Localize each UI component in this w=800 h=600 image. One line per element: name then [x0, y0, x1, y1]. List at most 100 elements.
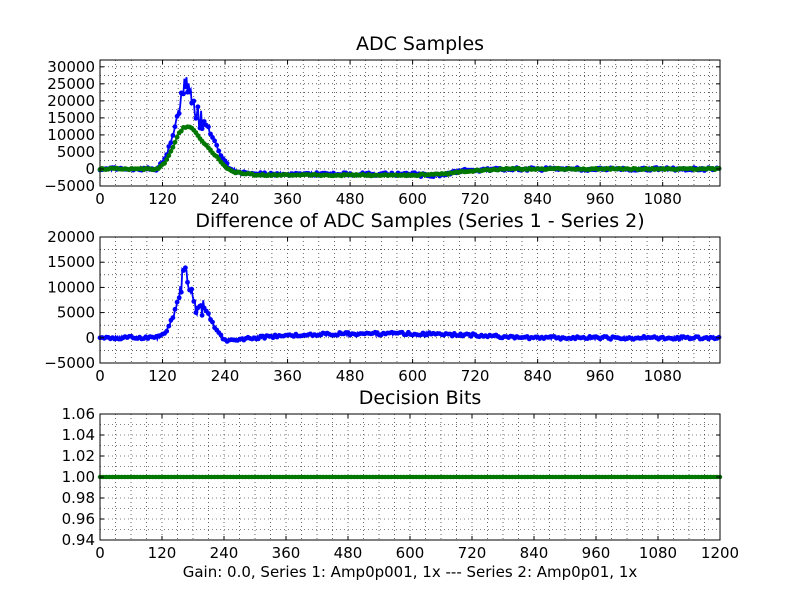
data-point	[212, 474, 217, 480]
x-tick-label: 960	[586, 190, 615, 208]
chart-title: Decision Bits	[359, 387, 482, 409]
data-point	[252, 474, 258, 480]
data-point	[243, 474, 248, 480]
plots: 0 120 240 360 480 600 720 840 960 1080−5000050001…	[44, 33, 739, 562]
data-point	[259, 474, 264, 480]
x-tick-label: 240	[210, 544, 239, 562]
data-point	[497, 474, 503, 480]
data-point	[162, 160, 168, 166]
data-point	[376, 474, 382, 480]
data-point	[187, 89, 193, 95]
y-tick-label: 0.96	[62, 510, 95, 528]
data-point	[469, 474, 475, 480]
data-point	[169, 474, 174, 480]
data-point	[448, 474, 453, 480]
data-point	[119, 474, 124, 480]
data-point	[191, 98, 197, 104]
data-point	[189, 286, 195, 292]
x-tick-label: 480	[336, 190, 365, 208]
data-point	[178, 474, 183, 480]
y-tick-label: 20000	[47, 228, 95, 246]
data-point	[572, 474, 577, 480]
data-point	[482, 474, 487, 480]
y-tick-label: 15000	[47, 253, 95, 271]
x-tick-label: 360	[272, 544, 301, 562]
x-tick-label: 840	[523, 190, 552, 208]
data-point	[345, 474, 351, 480]
x-tick-label: 1080	[644, 190, 682, 208]
data-point	[166, 144, 172, 149]
data-point	[193, 115, 199, 121]
x-tick-label: 840	[523, 367, 552, 385]
data-point	[550, 474, 555, 480]
data-point	[240, 474, 245, 480]
data-point	[147, 474, 152, 480]
data-point	[274, 474, 279, 480]
data-point	[107, 474, 112, 480]
data-point	[170, 144, 176, 150]
data-point	[544, 474, 549, 480]
data-point	[441, 474, 447, 480]
x-tick-label: 480	[334, 544, 363, 562]
data-point	[680, 474, 685, 480]
data-point	[398, 474, 403, 480]
data-point	[201, 119, 207, 124]
data-point	[522, 474, 527, 480]
x-tick-label: 120	[148, 544, 177, 562]
data-point	[652, 474, 658, 480]
y-tick-label: 0.98	[62, 489, 95, 507]
data-point	[271, 474, 276, 480]
data-point	[686, 474, 692, 480]
data-point	[460, 474, 465, 480]
data-point	[361, 474, 366, 480]
data-point	[600, 474, 605, 480]
data-point	[708, 474, 713, 480]
data-point	[417, 474, 422, 480]
data-point	[420, 474, 425, 480]
x-tick-label: 240	[211, 367, 240, 385]
data-point	[355, 474, 360, 480]
y-tick-label: 1.04	[62, 426, 95, 444]
data-point	[265, 474, 270, 480]
data-point	[383, 474, 388, 480]
data-point	[191, 299, 197, 304]
data-point	[711, 474, 716, 480]
data-point	[494, 474, 499, 480]
data-point	[128, 474, 134, 480]
y-tick-label: −5000	[44, 354, 95, 372]
data-point	[339, 474, 344, 480]
data-point	[392, 474, 397, 480]
data-point	[553, 474, 558, 480]
data-point	[203, 474, 208, 480]
x-tick-label: 360	[273, 367, 302, 385]
data-point	[166, 153, 172, 159]
y-tick-label: 5000	[57, 304, 95, 322]
data-point	[212, 138, 218, 144]
y-tick-label: 0	[85, 160, 95, 178]
data-point	[565, 474, 571, 480]
data-point	[342, 474, 348, 480]
data-point	[206, 124, 211, 130]
data-point	[658, 474, 664, 480]
data-point	[404, 474, 410, 480]
data-point	[280, 474, 286, 480]
data-point	[513, 474, 518, 480]
data-point	[164, 157, 170, 162]
data-point	[662, 474, 667, 480]
data-point	[218, 474, 224, 480]
data-point	[311, 474, 317, 480]
data-point	[631, 474, 636, 480]
data-point	[445, 474, 450, 480]
data-point	[348, 474, 354, 480]
data-point	[693, 474, 698, 480]
data-point	[699, 474, 704, 480]
data-point	[110, 474, 115, 480]
y-tick-label: 30000	[47, 58, 95, 76]
data-point	[665, 474, 670, 480]
data-point	[183, 265, 188, 271]
data-point	[395, 474, 400, 480]
data-point	[262, 474, 267, 480]
data-point	[228, 474, 233, 480]
data-point	[221, 474, 227, 480]
data-point	[696, 474, 701, 480]
